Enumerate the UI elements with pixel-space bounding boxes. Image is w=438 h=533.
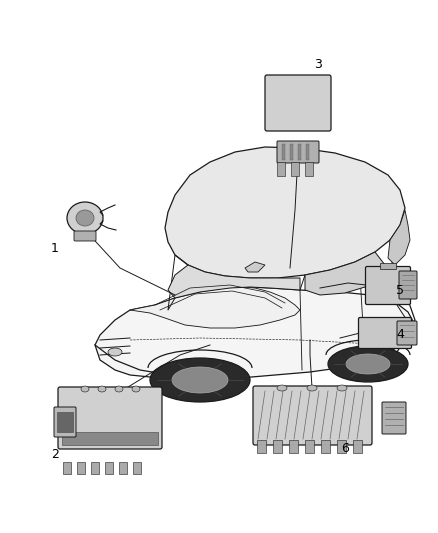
Bar [298,144,301,160]
FancyBboxPatch shape [382,402,406,434]
Text: 2: 2 [51,448,59,462]
FancyBboxPatch shape [397,321,417,345]
Bar [282,144,285,160]
FancyBboxPatch shape [365,266,410,304]
Bar [57,412,73,432]
FancyBboxPatch shape [277,141,319,163]
Ellipse shape [307,385,317,391]
Bar [305,162,313,176]
FancyBboxPatch shape [358,318,411,349]
Bar [353,440,362,453]
FancyBboxPatch shape [58,387,162,449]
Polygon shape [388,210,410,265]
FancyBboxPatch shape [54,407,76,437]
Ellipse shape [328,346,408,382]
Bar [119,462,127,474]
Bar [91,462,99,474]
Bar [273,440,282,453]
Ellipse shape [67,202,103,234]
Ellipse shape [277,385,287,391]
FancyBboxPatch shape [253,386,372,445]
Ellipse shape [108,348,122,356]
Polygon shape [95,287,415,380]
Ellipse shape [150,358,250,402]
Bar [277,162,285,176]
Bar [306,144,309,160]
Polygon shape [305,252,385,295]
Text: 1: 1 [51,241,59,254]
Ellipse shape [132,386,140,392]
Bar [63,462,71,474]
Ellipse shape [98,386,106,392]
Bar [289,440,298,453]
Polygon shape [168,265,300,298]
Ellipse shape [172,367,228,393]
Ellipse shape [346,354,390,374]
Bar [380,263,396,269]
Ellipse shape [76,210,94,226]
Polygon shape [165,147,405,278]
Bar [77,462,85,474]
Bar [321,440,330,453]
Bar [291,162,299,176]
FancyBboxPatch shape [74,231,96,241]
FancyBboxPatch shape [265,75,331,131]
Polygon shape [245,262,265,272]
Bar [133,462,141,474]
Bar [257,440,266,453]
Ellipse shape [81,386,89,392]
Polygon shape [130,287,300,328]
Bar [337,440,346,453]
Text: 5: 5 [396,284,404,296]
Ellipse shape [115,386,123,392]
Text: 3: 3 [314,59,322,71]
Bar [62,432,158,445]
Text: 4: 4 [396,328,404,342]
Bar [305,440,314,453]
Bar [105,462,113,474]
Text: 6: 6 [341,441,349,455]
Bar [290,144,293,160]
FancyBboxPatch shape [399,271,417,299]
Ellipse shape [337,385,347,391]
